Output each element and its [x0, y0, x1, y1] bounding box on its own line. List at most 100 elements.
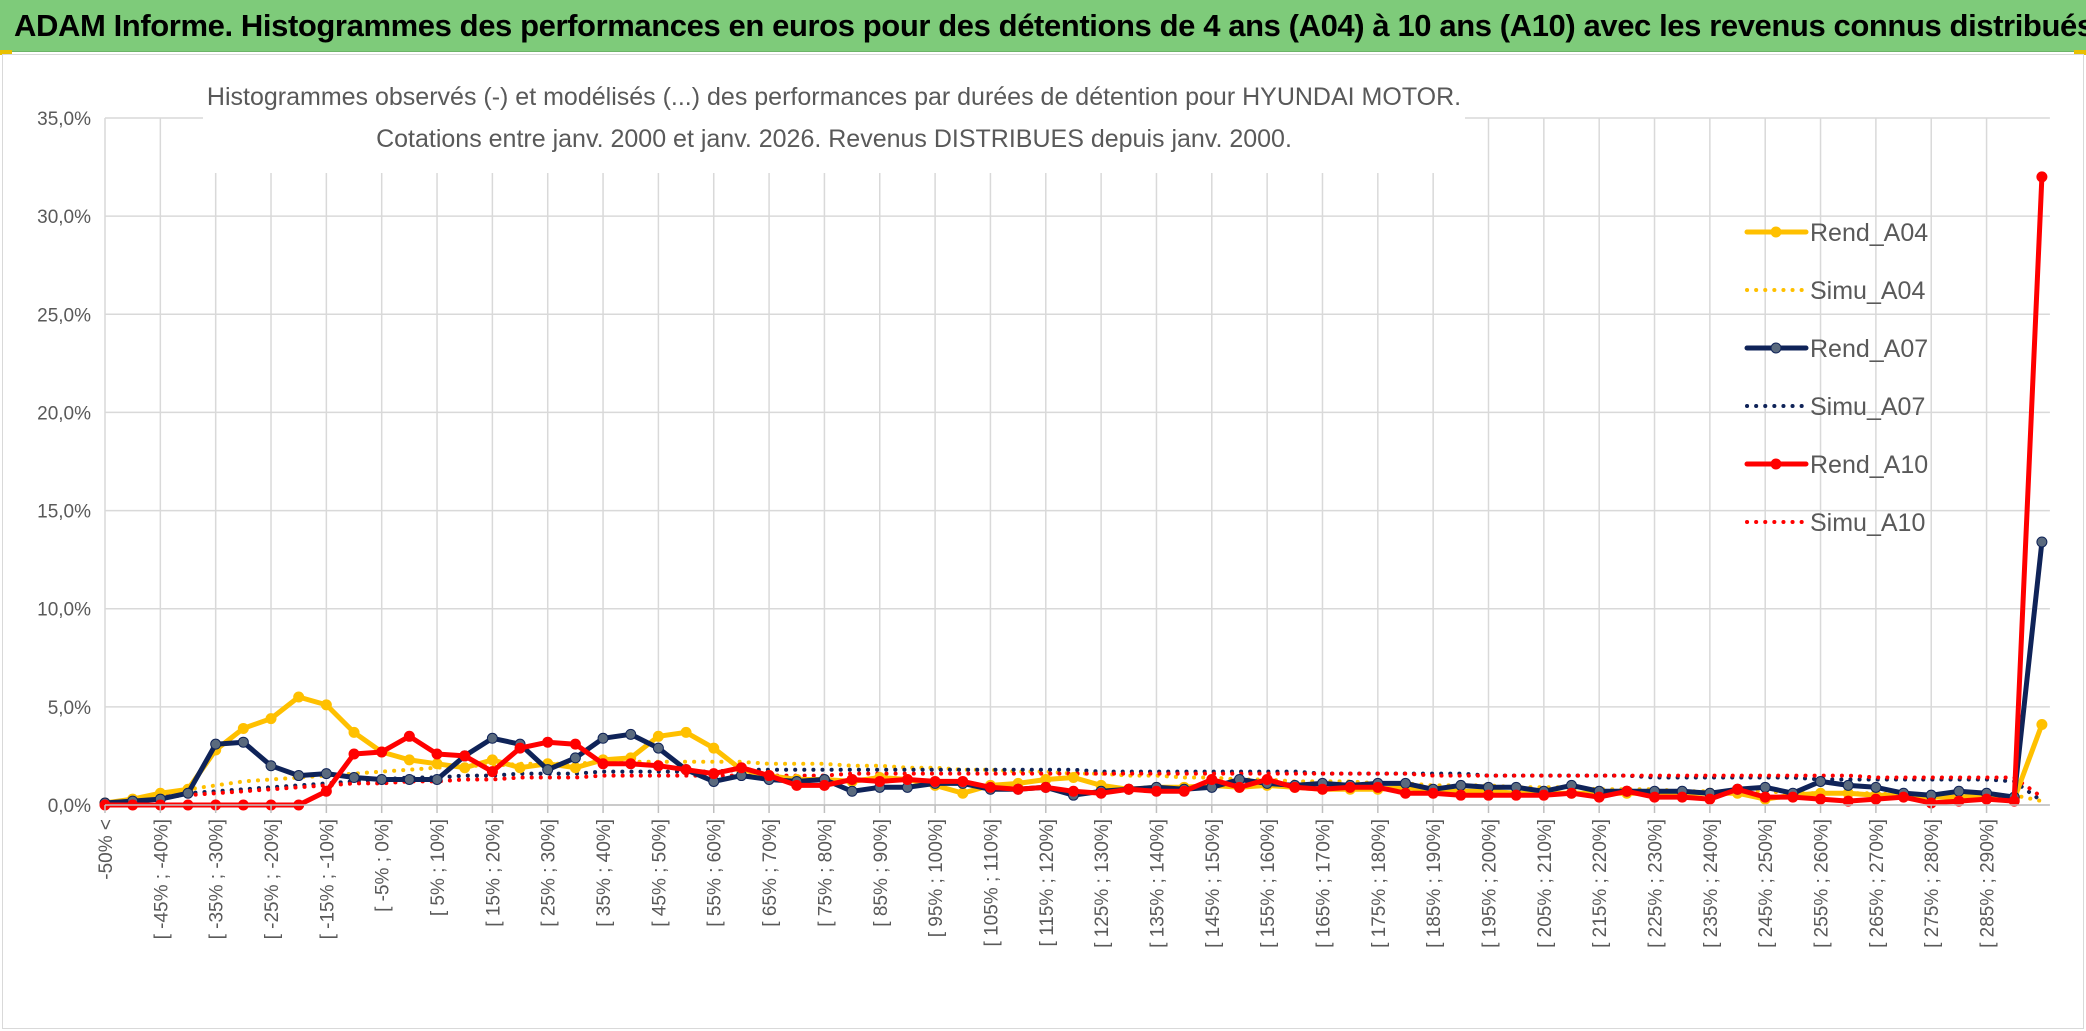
chart-title-block: Histogrammes observés (-) et modélisés (…: [203, 59, 1465, 173]
x-tick-label: [ 225% ; 230%]: [1646, 819, 1667, 948]
data-point: [569, 738, 581, 750]
y-tick-label: 5,0%: [48, 698, 91, 719]
data-point: [625, 728, 637, 740]
data-point: [1704, 793, 1716, 805]
data-point: [1842, 795, 1854, 807]
x-tick-label: [ 25% ; 30%]: [539, 819, 560, 927]
data-point: [569, 752, 581, 764]
data-point: [376, 746, 388, 758]
data-point: [708, 768, 720, 780]
data-point: [182, 787, 194, 799]
data-point: [431, 773, 443, 785]
x-tick-label: [ 35% ; 40%]: [594, 819, 615, 927]
data-point: [929, 775, 941, 787]
data-point: [1870, 793, 1882, 805]
data-point: [708, 742, 720, 754]
header-bar: ADAM Informe. Histogrammes des performan…: [0, 0, 2086, 52]
data-point: [486, 766, 498, 778]
x-tick-label: [ 195% ; 200%]: [1480, 819, 1501, 948]
data-point: [1566, 787, 1578, 799]
data-point: [1206, 773, 1218, 785]
data-point: [1040, 781, 1052, 793]
x-tick-label: [ 95% ; 100%]: [926, 819, 947, 937]
data-point: [1178, 785, 1190, 797]
data-point: [403, 730, 415, 742]
data-point: [486, 732, 498, 744]
x-tick-label: [ -35% ; -30%]: [207, 819, 228, 939]
data-point: [1815, 793, 1827, 805]
data-point: [791, 779, 803, 791]
y-tick-label: 30,0%: [37, 207, 91, 228]
x-tick-label: [ 285% ; 290%]: [1978, 819, 1999, 948]
x-tick-label: [ 65% ; 70%]: [760, 819, 781, 927]
chart-title: Histogrammes observés (-) et modélisés (…: [207, 83, 1461, 111]
data-point: [1399, 787, 1411, 799]
legend-marker: [1770, 342, 1782, 354]
data-point: [1067, 785, 1079, 797]
x-tick-label: [ 85% ; 90%]: [871, 819, 892, 927]
data-point: [1427, 787, 1439, 799]
legend-label: Simu_A07: [1810, 393, 1925, 421]
data-point: [237, 736, 249, 748]
x-tick-label: [ 255% ; 260%]: [1812, 819, 1833, 948]
x-tick-label: [ 115% ; 120%]: [1037, 819, 1058, 946]
data-point: [1372, 781, 1384, 793]
x-tick-label: [ 215% ; 220%]: [1590, 819, 1611, 948]
data-point: [957, 787, 969, 799]
data-point: [320, 785, 332, 797]
x-tick-label: -50% <: [96, 819, 117, 880]
x-tick-label: [ 75% ; 80%]: [815, 819, 836, 927]
line-chart: 0,0% 5,0% 10,0% 15,0% 20,0% 25,0% 30,0% 35,0% -5…: [37, 59, 2050, 948]
y-tick-label: 15,0%: [37, 502, 91, 523]
x-tick-label: [ 135% ; 140%]: [1147, 819, 1168, 948]
corner-accent-left: [0, 50, 12, 55]
y-tick-label: 10,0%: [37, 600, 91, 621]
x-tick-label: [ 165% ; 170%]: [1313, 819, 1334, 948]
data-point: [652, 742, 664, 754]
data-point: [1455, 779, 1467, 791]
data-point: [1621, 785, 1633, 797]
x-tick-label: [ 55% ; 60%]: [705, 819, 726, 927]
data-point: [597, 732, 609, 744]
data-point: [293, 691, 305, 703]
data-point: [265, 760, 277, 772]
x-tick-label: [ -45% ; -40%]: [151, 819, 172, 939]
data-point: [1593, 791, 1605, 803]
x-tick-label: [ 245% ; 250%]: [1756, 819, 1777, 948]
data-point: [2036, 536, 2048, 548]
x-tick-label: [ -25% ; -20%]: [262, 819, 283, 939]
data-point: [735, 762, 747, 774]
data-point: [1787, 791, 1799, 803]
data-point: [459, 750, 471, 762]
data-point: [957, 775, 969, 787]
legend-label: Rend_A10: [1810, 451, 1928, 479]
data-point: [542, 764, 554, 776]
data-point: [1261, 773, 1273, 785]
data-point: [514, 742, 526, 754]
data-point: [1150, 785, 1162, 797]
data-point: [2036, 719, 2048, 731]
data-point: [763, 770, 775, 782]
data-point: [1289, 781, 1301, 793]
data-point: [1123, 783, 1135, 795]
data-point: [431, 748, 443, 760]
series-line-rend-a07: [102, 539, 2045, 806]
data-point: [237, 722, 249, 734]
data-point: [1898, 791, 1910, 803]
data-point: [1399, 777, 1411, 789]
x-tick-label: [ 265% ; 270%]: [1867, 819, 1888, 948]
data-point: [1870, 781, 1882, 793]
data-point: [625, 758, 637, 770]
data-point: [265, 713, 277, 725]
data-point: [348, 726, 360, 738]
legend-label: Rend_A07: [1810, 335, 1928, 363]
data-point: [1953, 795, 1965, 807]
data-point: [2008, 795, 2020, 807]
chart-subtitle: Cotations entre janv. 2000 et janv. 2026…: [376, 125, 1292, 153]
data-point: [846, 773, 858, 785]
data-point: [569, 762, 581, 774]
data-point: [2036, 171, 2048, 183]
x-tick-label: [ 5% ; 10%]: [428, 819, 449, 916]
data-point: [1233, 781, 1245, 793]
data-point: [874, 775, 886, 787]
